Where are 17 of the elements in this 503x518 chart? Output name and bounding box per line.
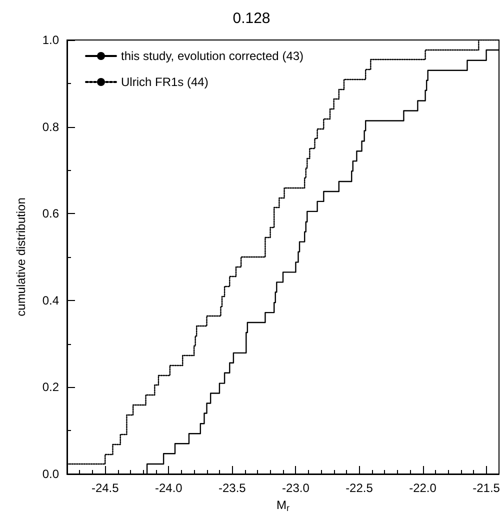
x-tick-label: -23.5 (218, 481, 246, 495)
x-tick-label: -23.0 (282, 481, 310, 495)
y-tick-label: 0.8 (42, 120, 60, 134)
x-tick-label: -21.5 (472, 481, 500, 495)
y-tick-label: 0.0 (42, 467, 60, 481)
x-tick-label: -24.0 (154, 481, 183, 495)
x-tick-label: -22.5 (346, 481, 374, 495)
legend-label: Ulrich FR1s (44) (121, 75, 208, 89)
x-tick-label: -24.5 (91, 481, 120, 495)
y-tick-label: 1.0 (42, 33, 60, 47)
chart-title: 0.128 (232, 10, 270, 27)
y-tick-label: 0.6 (42, 206, 60, 221)
y-axis-title: cumulative distribution (14, 198, 28, 316)
legend-label: this study, evolution corrected (43) (121, 49, 304, 63)
y-tick-label: 0.4 (42, 293, 60, 308)
y-tick-label: 0.2 (42, 380, 60, 394)
x-tick-label: -22.0 (409, 481, 437, 495)
